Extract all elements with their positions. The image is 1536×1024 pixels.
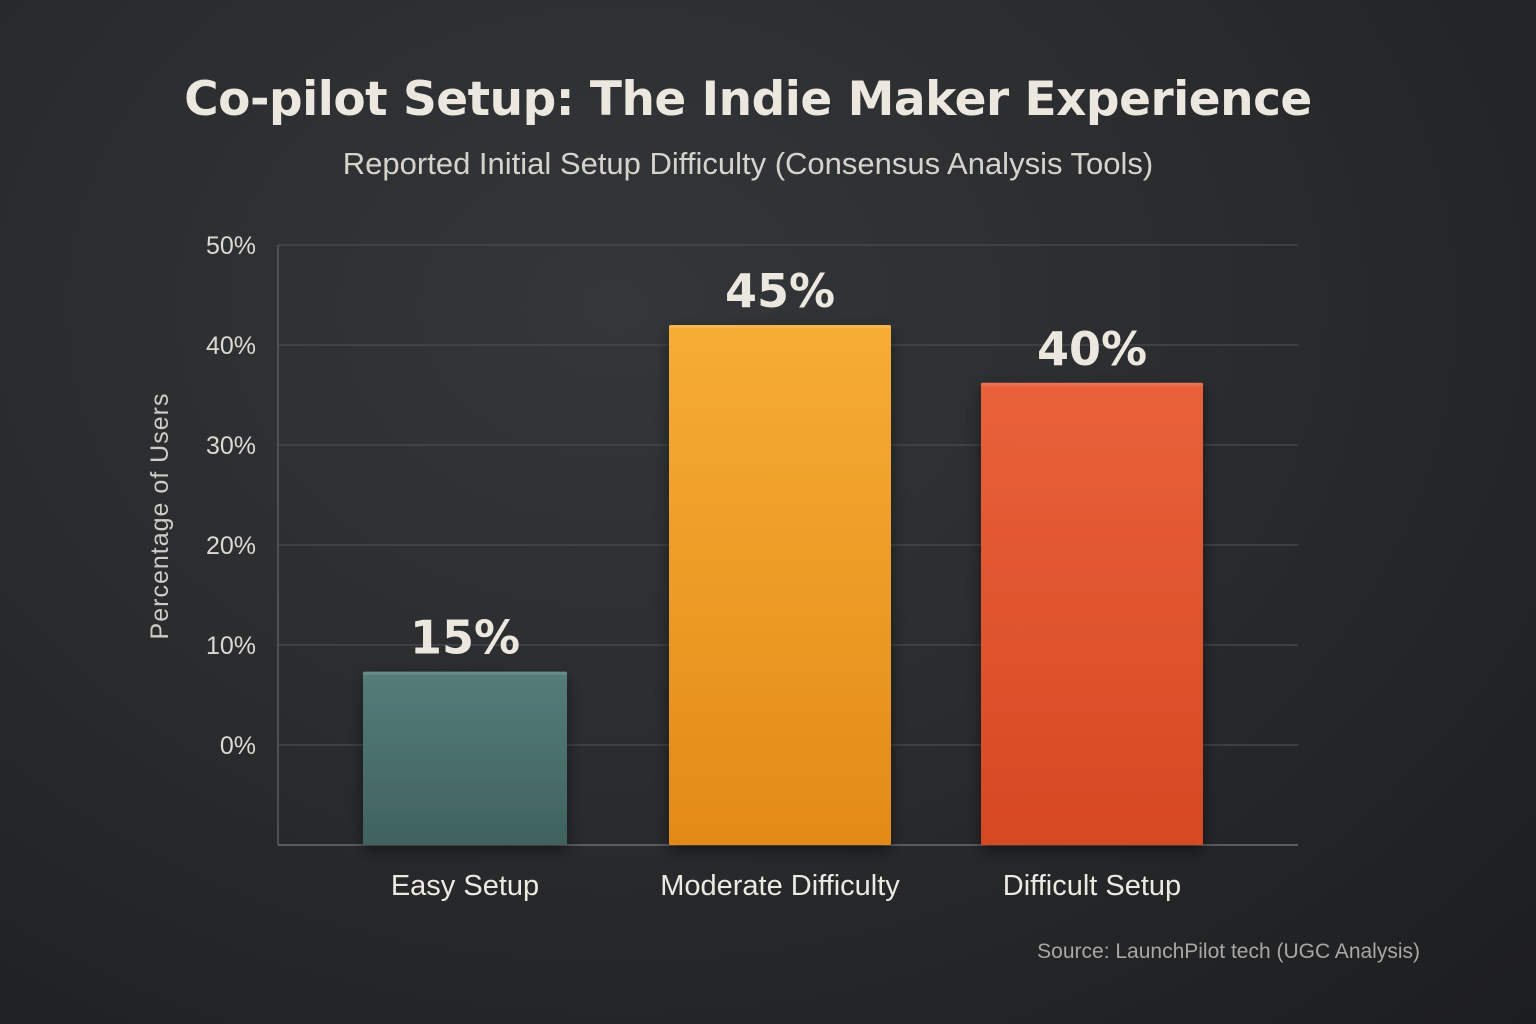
data-label: 15% [410, 611, 520, 665]
chart-subtitle: Reported Initial Setup Difficulty (Conse… [342, 146, 1154, 181]
bar-moderate-difficulty [669, 325, 891, 845]
bar-easy-setup [363, 671, 567, 845]
y-axis-label: Percentage of Users [146, 393, 174, 640]
bar-highlight [669, 325, 891, 328]
bar-highlight [981, 382, 1203, 386]
y-tick-label: 0% [220, 732, 256, 760]
bar-highlight [363, 671, 567, 675]
y-tick-label: 10% [206, 632, 256, 660]
y-tick-label: 50% [206, 232, 256, 260]
source-note: Source: LaunchPilot tech (UGC Analysis) [1037, 940, 1420, 963]
y-tick-label: 20% [206, 532, 256, 560]
y-tick-label: 40% [206, 332, 256, 360]
category-label: Difficult Setup [1003, 870, 1181, 902]
category-label: Easy Setup [391, 870, 539, 902]
data-label: 45% [725, 264, 835, 318]
data-labels: 15% 45% 40% [410, 264, 1147, 665]
bars [363, 325, 1203, 845]
y-tick-labels: 0% 10% 20% 30% 40% 50% [206, 232, 256, 760]
category-label: Moderate Difficulty [660, 870, 900, 902]
data-label: 40% [1037, 322, 1147, 376]
y-tick-label: 30% [206, 432, 256, 460]
category-labels: Easy Setup Moderate Difficulty Difficult S… [391, 870, 1181, 902]
chart-title: Co-pilot Setup: The Indie Maker Experien… [184, 72, 1312, 127]
bar-difficult-setup [981, 382, 1203, 845]
